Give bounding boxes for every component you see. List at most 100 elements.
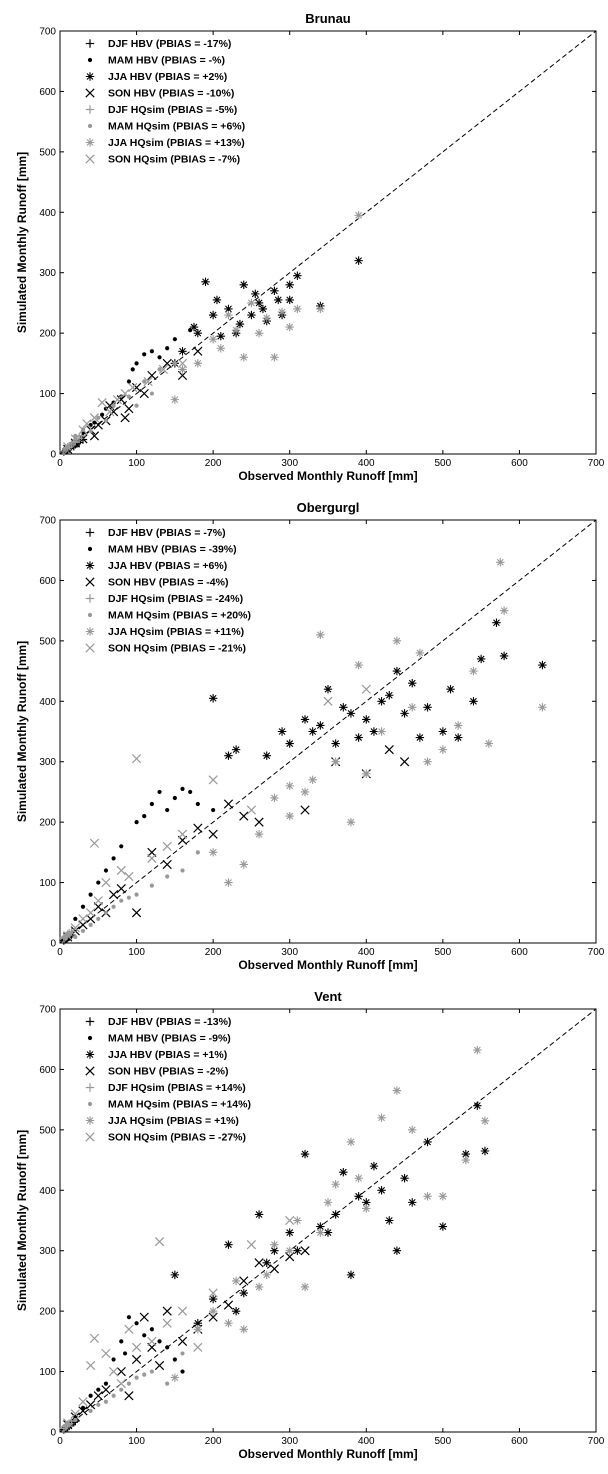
data-point: [362, 715, 371, 724]
data-point: [157, 1339, 162, 1344]
legend-entry: SON HQsim (PBIAS = -7%): [108, 154, 240, 166]
data-point: [224, 1240, 233, 1249]
data-point: [119, 844, 124, 849]
data-point: [134, 1375, 139, 1380]
legend-marker: [87, 1035, 93, 1041]
data-point: [208, 1294, 218, 1304]
data-point: [172, 361, 177, 366]
data-point: [400, 1174, 409, 1183]
legend-marker: [85, 1116, 95, 1125]
data-point: [223, 799, 234, 809]
data-point: [254, 1282, 264, 1292]
data-point: [93, 420, 103, 430]
data-point: [120, 413, 130, 423]
data-point: [143, 376, 153, 387]
data-point: [270, 286, 279, 296]
data-point: [122, 1351, 128, 1356]
data-point: [400, 709, 409, 718]
data-point: [254, 328, 264, 338]
data-point: [124, 1324, 134, 1334]
data-point: [469, 697, 478, 706]
data-point: [193, 823, 203, 833]
data-point: [269, 1264, 280, 1274]
data-point: [239, 860, 248, 869]
data-point: [130, 367, 135, 372]
data-point: [224, 1319, 233, 1328]
legend-entry: SON HBV (PBIAS = -10%): [108, 88, 234, 100]
data-point: [188, 789, 193, 795]
legend-marker: [87, 612, 93, 618]
data-point: [377, 1186, 386, 1195]
series-6: [170, 1045, 490, 1382]
x-tick-label: 600: [511, 1436, 528, 1447]
data-point: [293, 271, 302, 280]
data-point: [70, 1412, 80, 1422]
data-point: [172, 1357, 177, 1362]
data-point: [239, 1288, 248, 1298]
data-point: [461, 1149, 471, 1159]
data-point: [354, 211, 363, 220]
legend-entry: DJF HQsim (PBIAS = -5%): [108, 104, 237, 116]
data-point: [124, 1391, 134, 1401]
legend-entry: SON HBV (PBIAS = -4%): [108, 577, 228, 589]
data-point: [211, 807, 216, 813]
x-tick-label: 300: [281, 1436, 298, 1447]
data-point: [323, 685, 333, 694]
data-point: [293, 1246, 302, 1255]
series-1: [73, 786, 216, 921]
data-point: [362, 1204, 371, 1213]
data-point: [103, 910, 109, 915]
legend-marker: [87, 546, 93, 552]
data-point: [103, 868, 109, 873]
data-point: [142, 1333, 147, 1338]
chart-panel-0: 0 100 200 300 400 500 600 700 0 100 200 300 400 500 60…: [15, 11, 605, 483]
legend-marker: [85, 561, 95, 570]
data-point: [134, 361, 139, 366]
data-point: [208, 1306, 218, 1316]
data-point: [88, 922, 93, 927]
data-point: [453, 721, 463, 730]
data-point: [346, 1270, 356, 1280]
data-point: [224, 878, 233, 887]
data-point: [262, 751, 271, 760]
y-tick-label: 700: [39, 1005, 56, 1016]
legend-entry: JJA HBV (PBIAS = +6%): [108, 560, 227, 572]
y-tick-label: 0: [50, 939, 56, 950]
data-point: [162, 1318, 172, 1328]
y-tick-label: 700: [39, 516, 56, 527]
data-point: [89, 1333, 100, 1343]
data-point: [362, 769, 371, 778]
data-point: [63, 931, 73, 941]
data-point: [131, 1354, 142, 1365]
data-point: [377, 1113, 386, 1122]
legend-entry: DJF HBV (PBIAS = -13%): [108, 1016, 231, 1028]
data-point: [162, 859, 172, 870]
data-point: [224, 751, 233, 760]
data-point: [131, 908, 142, 918]
legend-entry: JJA HQsim (PBIAS = +11%): [108, 626, 244, 638]
legend-entry: JJA HBV (PBIAS = +1%): [108, 1049, 227, 1061]
data-point: [80, 904, 86, 909]
one-to-one-line: [59, 519, 597, 944]
data-point: [361, 684, 371, 694]
legend-entry: DJF HBV (PBIAS = -7%): [108, 527, 226, 539]
data-point: [158, 364, 168, 375]
data-point: [469, 666, 478, 676]
data-point: [73, 1417, 78, 1423]
data-point: [149, 349, 154, 354]
data-point: [96, 415, 101, 420]
data-point: [177, 1336, 188, 1346]
data-point: [108, 1366, 119, 1377]
data-point: [189, 322, 199, 332]
data-point: [89, 431, 100, 441]
data-point: [116, 1379, 126, 1389]
data-point: [89, 838, 100, 848]
y-tick-label: 300: [39, 757, 56, 768]
legend-entry: MAM HBV (PBIAS = -39%): [108, 544, 237, 556]
data-point: [208, 848, 218, 857]
data-point: [285, 322, 294, 332]
x-axis-label: Observed Monthly Runoff [mm]: [238, 469, 417, 483]
data-point: [103, 418, 109, 423]
data-point: [239, 1325, 248, 1334]
